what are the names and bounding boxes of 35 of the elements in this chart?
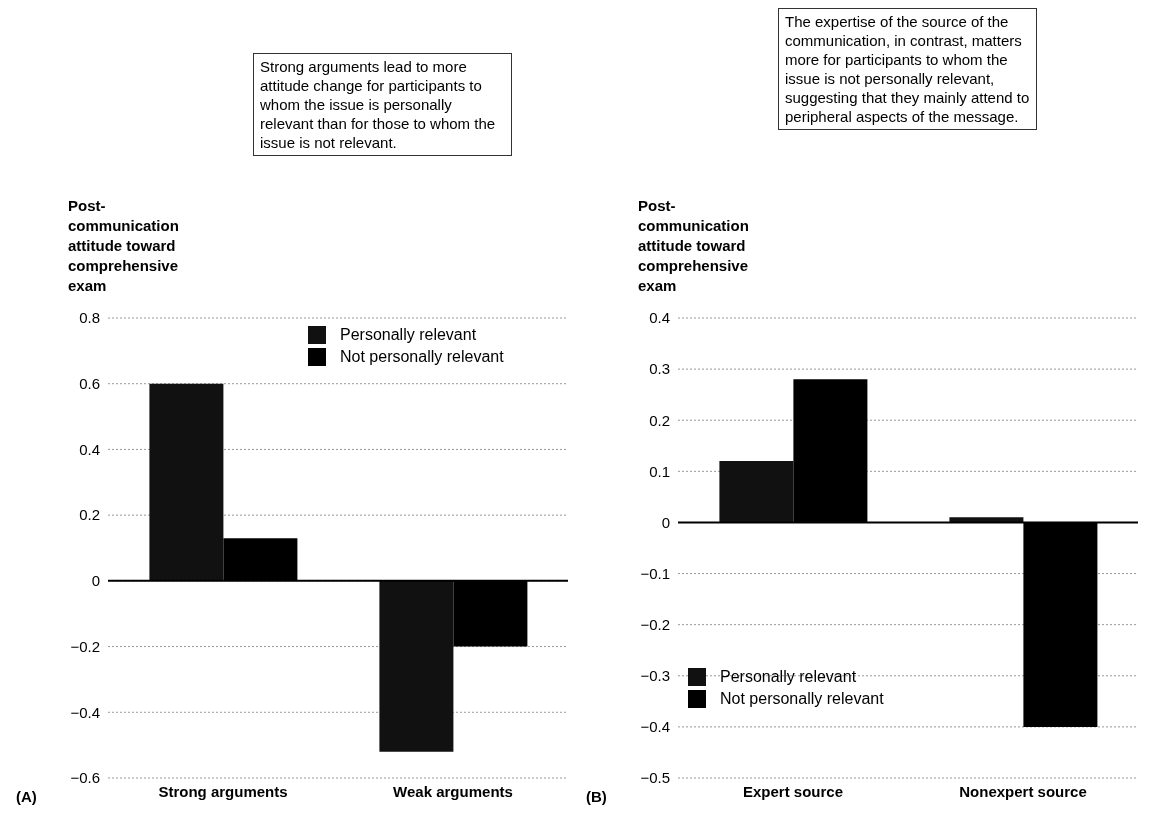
y-axis-title: Post-communication attitude toward comprehensive exam [68, 196, 180, 296]
x-tick-label: Weak arguments [393, 782, 513, 800]
text: The expertise of the source of the communication, in contrast, matters more for participants to whom the issue is not personally relevant, suggesting that they mainly attend to peripheral aspects of the message. [778, 8, 1037, 130]
y-tick-label: −0.5 [640, 769, 670, 787]
legend-label: Not personally relevant [720, 690, 884, 708]
y-tick-label: −0.4 [640, 718, 670, 736]
x-tick-label: Nonexpert source [959, 782, 1087, 800]
y-tick-label: 0.4 [649, 309, 670, 327]
y-tick-label: 0.6 [79, 375, 100, 393]
y-tick-label: 0.1 [649, 462, 670, 480]
y-tick-label: −0.4 [70, 703, 100, 721]
bar [149, 383, 224, 581]
y-tick-label: 0 [91, 572, 100, 590]
y-tick-label: −0.2 [70, 637, 100, 655]
y-axis-title: Post-communication attitude toward comprehensive exam [638, 196, 750, 296]
y-tick-label: 0.4 [79, 440, 100, 458]
y-tick-label: 0.3 [649, 360, 670, 378]
bar [719, 461, 794, 523]
legend-label: Not personally relevant [340, 348, 504, 366]
y-tick-label: 0.2 [649, 411, 670, 429]
y-tick-label: 0.2 [79, 506, 100, 524]
x-tick-label: Expert source [742, 782, 844, 800]
y-tick-label: 0 [661, 513, 670, 531]
y-tick-label: −0.6 [70, 769, 100, 787]
y-tick-label: −0.3 [640, 667, 670, 685]
bar [379, 580, 454, 752]
y-tick-label: 0.8 [79, 309, 100, 327]
y-tick-label: −0.1 [640, 564, 670, 582]
y-tick-label: −0.2 [640, 615, 670, 633]
text: (A) [16, 788, 37, 805]
legend-label: Personally relevant [340, 326, 477, 344]
x-tick-label: Strong arguments [158, 782, 288, 800]
text: Strong arguments lead to more attitude change for participants to whom the issue is personally relevant than for those to whom the issue is not relevant. [253, 53, 512, 156]
text: (B) [586, 788, 607, 805]
legend-label: Personally relevant [720, 668, 857, 686]
